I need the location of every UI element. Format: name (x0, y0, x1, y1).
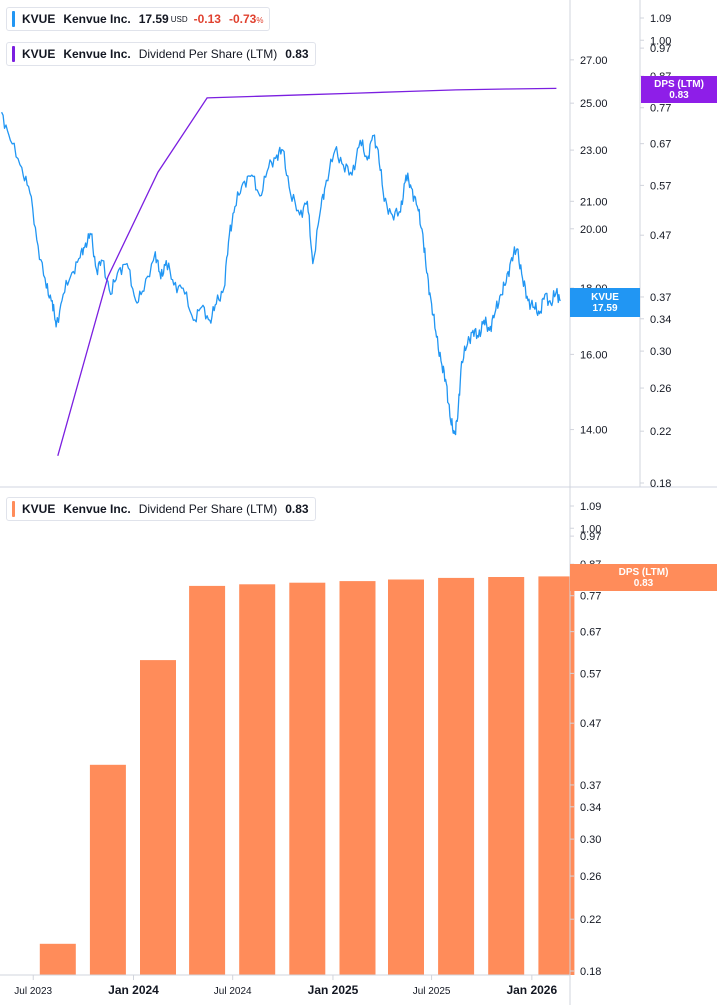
price-axis-tick-label: 21.00 (580, 196, 608, 208)
price-legend-company: Kenvue Inc. (63, 12, 131, 26)
dps-top-legend-metric: Dividend Per Share (LTM) (138, 47, 278, 61)
dps-bar (438, 577, 475, 975)
dps-top-last-value-tag: DPS (LTM) 0.83 (641, 76, 717, 103)
price-legend-price: 17.59 (138, 12, 169, 26)
dps-top-axis-tick-label: 0.22 (650, 426, 671, 438)
price-axis-tick-label: 27.00 (580, 55, 608, 67)
dps-bottom-axis-tick-label: 0.22 (580, 914, 601, 926)
price-legend[interactable]: KVUE Kenvue Inc. 17.59 USD -0.13 -0.73% (6, 7, 271, 31)
price-legend-change-pct-value: -0.73 (228, 12, 257, 26)
price-axis-tick-label: 25.00 (580, 98, 608, 110)
price-tag-value: 17.59 (592, 302, 618, 314)
price-tag-ticker: KVUE (591, 291, 619, 303)
dps-top-axis-tick-label: 0.34 (650, 314, 671, 326)
dps-top-legend-company: Kenvue Inc. (63, 47, 131, 61)
price-series-line (1, 111, 561, 436)
dps-bottom-axis-tick-label: 0.47 (580, 718, 601, 730)
dps-bottom-legend-swatch (12, 501, 15, 517)
dps-bottom-axis-tick-label: 1.09 (580, 501, 601, 513)
dps-top-axis-tick-label: 1.00 (650, 35, 671, 47)
dps-bottom-axis-tick-label: 0.37 (580, 780, 601, 792)
dps-top-axis-tick-label: 0.47 (650, 230, 671, 242)
price-axis-tick-label: 14.00 (580, 425, 608, 437)
dps-bar (89, 764, 126, 975)
dps-top-axis-tick-label: 1.09 (650, 13, 671, 25)
dps-bottom-tag-value: 0.83 (633, 577, 654, 589)
dps-bottom-axis-tick-label: 0.30 (580, 834, 601, 846)
dps-top-axis-tick-label: 0.67 (650, 139, 671, 151)
dps-bottom-axis-tick-label: 0.18 (580, 966, 601, 978)
dps-top-axis-tick-label: 0.26 (650, 383, 671, 395)
dps-bottom-legend-ticker: KVUE (22, 502, 56, 516)
dps-top-legend-value: 0.83 (285, 47, 309, 61)
dps-top-legend-swatch (12, 46, 15, 62)
dps-bar (488, 577, 525, 975)
dps-top-axis-tick-label: 0.57 (650, 180, 671, 192)
dps-top-axis-tick-label: 0.97 (650, 43, 671, 55)
dps-top-axis-tick-label: 0.77 (650, 103, 671, 115)
dps-bottom-axis-tick-label: 0.97 (580, 531, 601, 543)
dps-bottom-axis-tick-label: 0.26 (580, 871, 601, 883)
price-axis-tick-label: 20.00 (580, 224, 608, 236)
dps-bar (189, 585, 226, 975)
dps-bottom-axis-tick-label: 0.57 (580, 668, 601, 680)
x-axis-tick-label: Jul 2023 (14, 986, 52, 997)
x-axis-tick-label: Jan 2026 (506, 983, 557, 997)
dps-series-line (57, 87, 557, 456)
price-axis-tick-label: 23.00 (580, 145, 608, 157)
price-legend-change-pct: -0.73% (229, 12, 263, 26)
price-panel (1, 87, 561, 456)
dps-bar (339, 581, 376, 975)
dps-bottom-legend-company: Kenvue Inc. (63, 502, 131, 516)
dps-bar (239, 584, 276, 975)
dps-top-legend-ticker: KVUE (22, 47, 56, 61)
dps-bottom-legend-metric: Dividend Per Share (LTM) (138, 502, 278, 516)
dps-bottom-tag-label: DPS (LTM) (618, 566, 669, 578)
dps-top-axis-tick-label: 0.30 (650, 346, 671, 358)
dps-top-tag-value: 0.83 (669, 89, 689, 101)
dps-bottom-axis-tick-label: 1.00 (580, 523, 601, 535)
x-axis-tick-label: Jan 2025 (308, 983, 359, 997)
dps-bar (140, 660, 176, 975)
dps-bottom-legend[interactable]: KVUE Kenvue Inc. Dividend Per Share (LTM… (6, 497, 316, 521)
dps-bar (538, 576, 575, 975)
dps-top-axis-tick-label: 0.18 (650, 478, 671, 490)
dps-bottom-legend-value: 0.83 (285, 502, 309, 516)
price-legend-ticker: KVUE (22, 12, 56, 26)
price-axis-tick-label: 16.00 (580, 349, 608, 361)
dps-top-tag-label: DPS (LTM) (654, 78, 704, 90)
x-axis-tick-label: Jul 2025 (413, 986, 451, 997)
x-axis-tick-label: Jul 2024 (214, 986, 252, 997)
price-legend-currency: USD (170, 14, 188, 24)
price-last-value-tag: KVUE 17.59 (570, 288, 640, 317)
x-axis-tick-label: Jan 2024 (108, 983, 159, 997)
dps-bar (388, 579, 424, 975)
dps-bottom-last-value-tag: DPS (LTM) 0.83 (570, 564, 717, 591)
dps-bar (39, 943, 76, 975)
dps-bar (289, 582, 326, 975)
dps-top-legend[interactable]: KVUE Kenvue Inc. Dividend Per Share (LTM… (6, 42, 316, 66)
dps-bottom-axis-tick-label: 0.34 (580, 802, 601, 814)
price-legend-change: -0.13 (193, 12, 221, 26)
price-legend-pct-sign: % (256, 16, 264, 25)
dps-top-axis-tick-label: 0.37 (650, 292, 671, 304)
price-legend-swatch (12, 11, 15, 27)
dps-bottom-axis-tick-label: 0.77 (580, 591, 601, 603)
dps-panel (39, 576, 575, 975)
dps-bottom-axis-tick-label: 0.67 (580, 627, 601, 639)
